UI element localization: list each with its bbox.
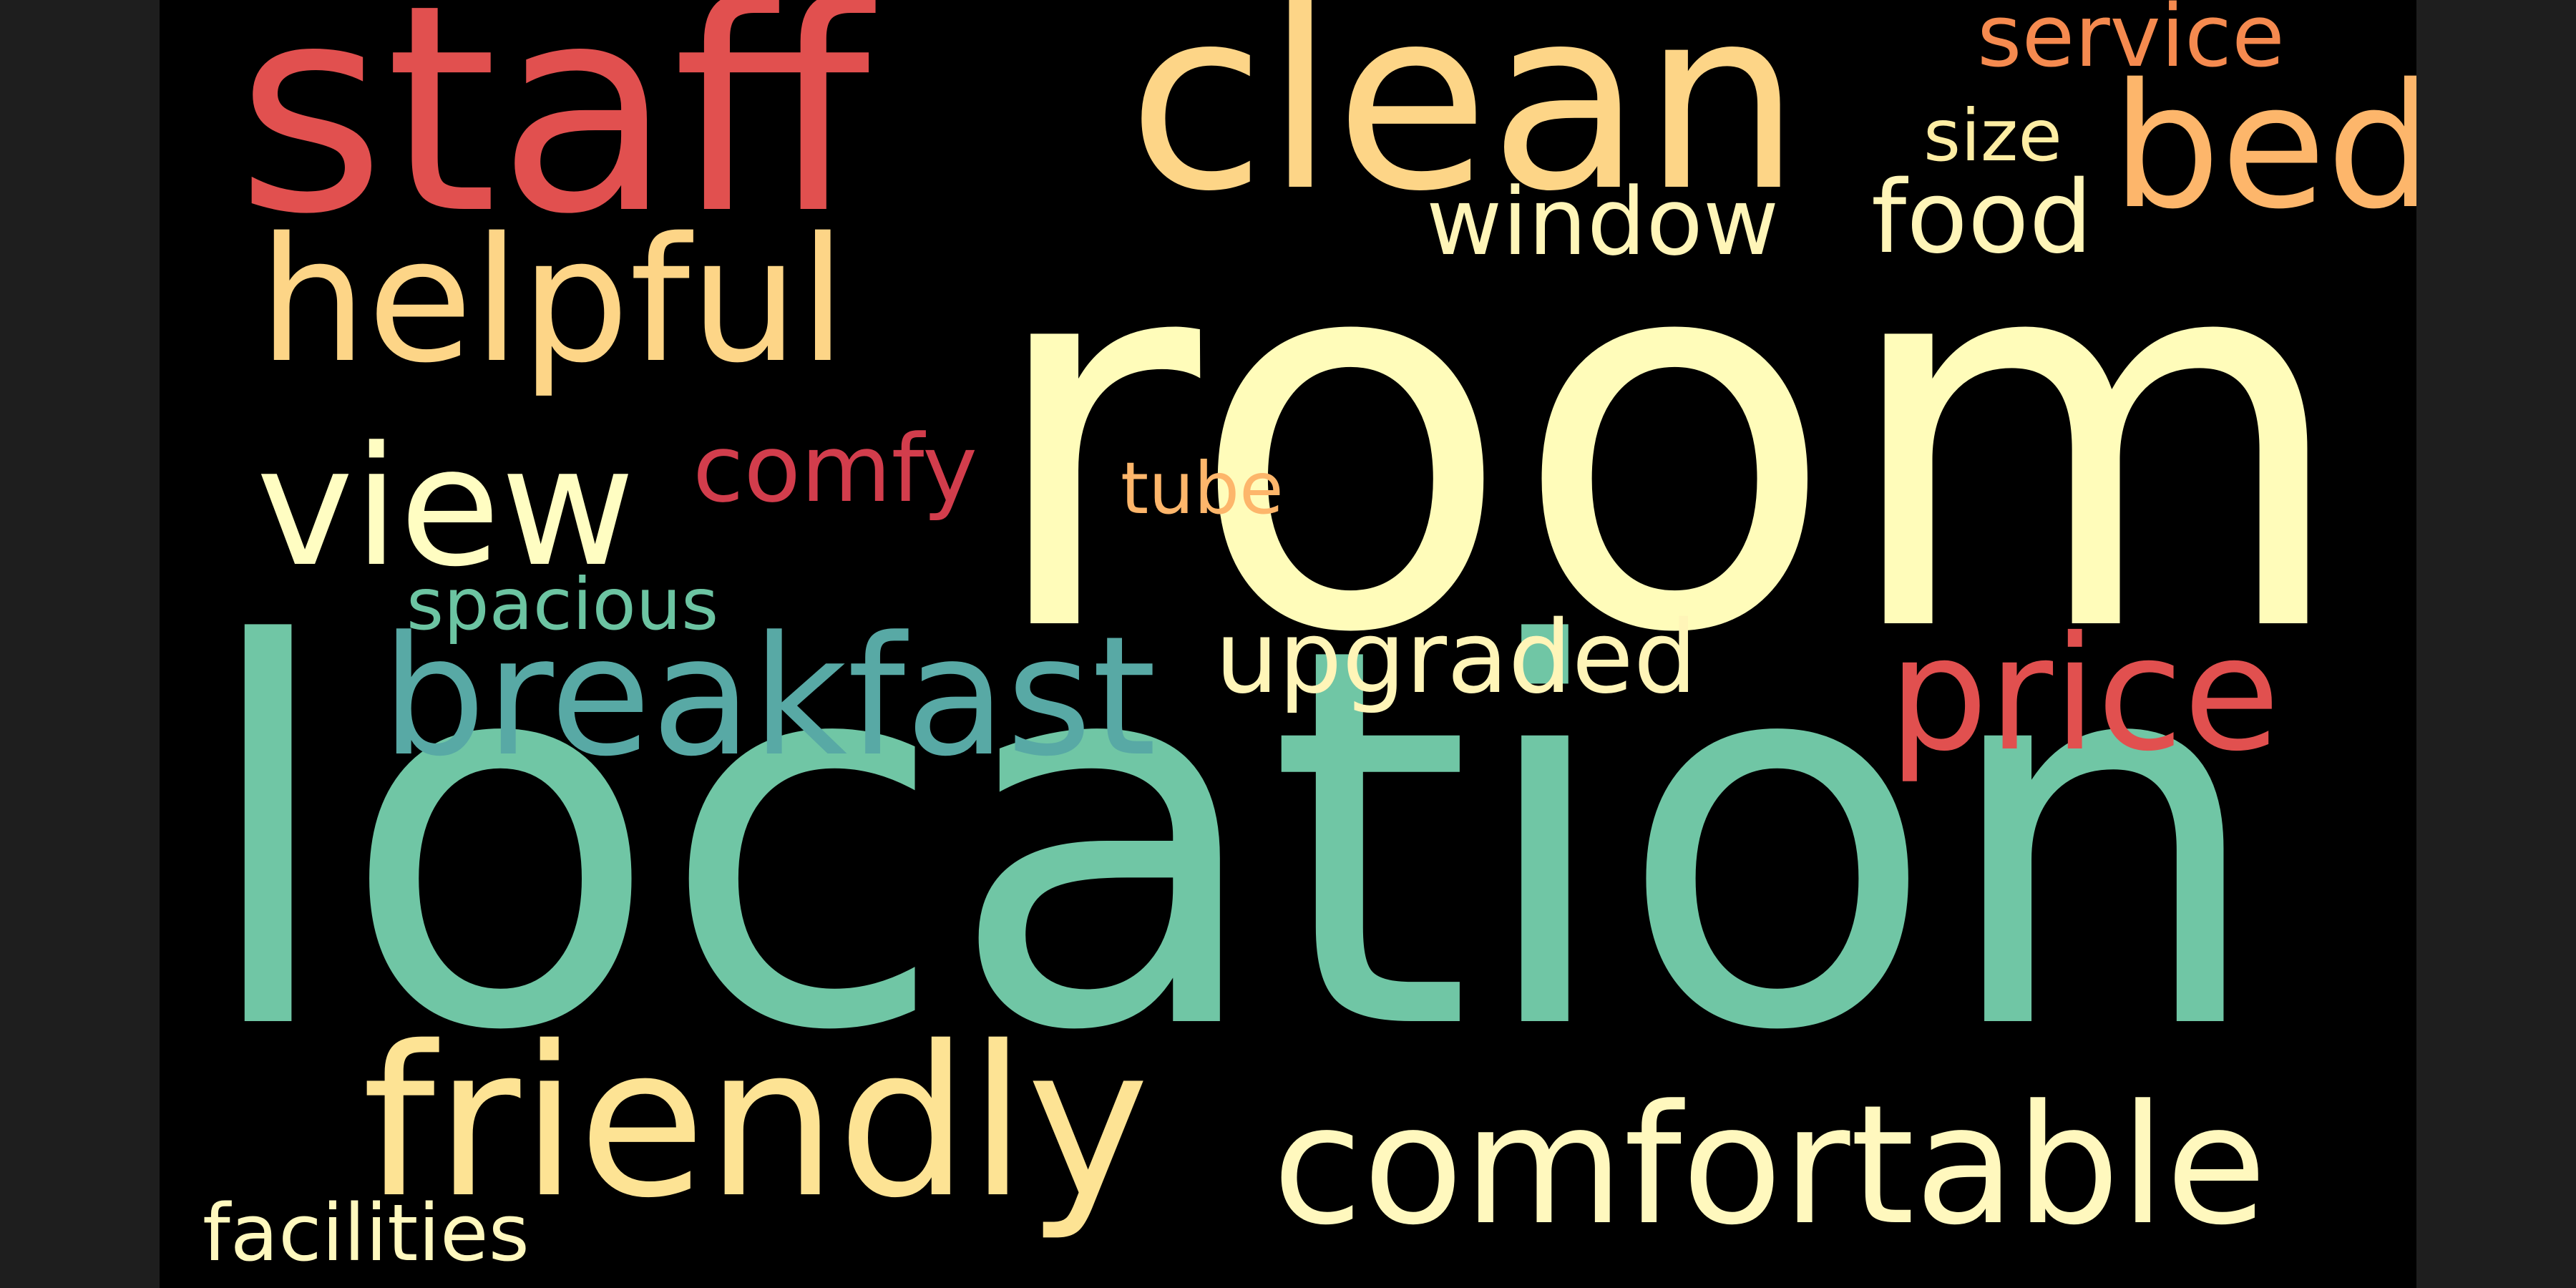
word-room: room: [982, 132, 2353, 748]
word-service: service: [1977, 0, 2285, 87]
word-clean: clean: [1128, 0, 1802, 246]
word-window: window: [1426, 167, 1780, 276]
word-spacious: spacious: [406, 562, 719, 646]
word-friendly: friendly: [362, 1002, 1150, 1244]
word-tube: tube: [1121, 447, 1284, 530]
word-food: food: [1871, 160, 2093, 276]
word-comfortable: comfortable: [1272, 1070, 2267, 1262]
word-bed: bed: [2112, 47, 2416, 247]
word-location: location: [195, 537, 2268, 1145]
word-view: view: [256, 412, 635, 603]
word-helpful: helpful: [258, 200, 847, 401]
word-comfy: comfy: [693, 414, 978, 523]
word-facilities: facilities: [203, 1187, 530, 1279]
word-price: price: [1888, 602, 2280, 786]
word-staff: staff: [236, 0, 870, 277]
word-breakfast: breakfast: [381, 602, 1157, 793]
word-upgraded: upgraded: [1215, 600, 1697, 716]
word-cloud: room location staff clean service bed si…: [160, 0, 2416, 1288]
word-size: size: [1923, 94, 2062, 177]
